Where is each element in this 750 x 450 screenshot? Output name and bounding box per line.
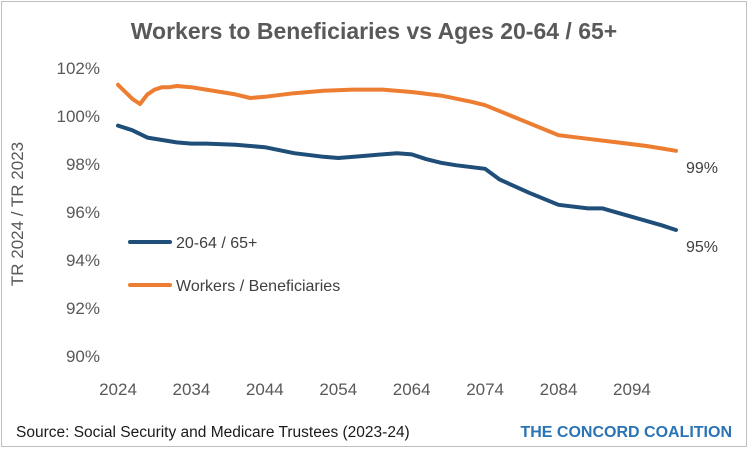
y-axis-label: TR 2024 / TR 2023 xyxy=(8,142,27,286)
end-labels: 95% 99% xyxy=(686,160,718,256)
y-tick-label: 90% xyxy=(66,347,100,366)
x-tick-label: 2074 xyxy=(466,380,504,399)
series-line-20-64 xyxy=(116,123,678,232)
end-label-20-64: 95% xyxy=(686,239,718,256)
y-tick-label: 102% xyxy=(57,59,100,78)
concord-coalition-logo: THE CONCORD COALITION xyxy=(520,424,732,441)
y-tick-label: 92% xyxy=(66,299,100,318)
y-axis-ticks: 90% 92% 94% 96% 98% 100% 102% xyxy=(57,59,100,366)
x-tick-label: 2024 xyxy=(99,380,137,399)
x-tick-label: 2044 xyxy=(246,380,284,399)
x-tick-label: 2094 xyxy=(613,380,651,399)
y-tick-label: 98% xyxy=(66,155,100,174)
legend: 20-64 / 65+ Workers / Beneficiaries xyxy=(128,235,340,295)
x-tick-label: 2084 xyxy=(540,380,578,399)
y-tick-label: 96% xyxy=(66,203,100,222)
legend-label-workers: Workers / Beneficiaries xyxy=(176,278,340,295)
x-tick-label: 2054 xyxy=(319,380,357,399)
y-tick-label: 100% xyxy=(57,107,100,126)
x-tick-label: 2034 xyxy=(173,380,211,399)
source-note: Source: Social Security and Medicare Tru… xyxy=(16,424,410,441)
series-lines xyxy=(116,82,678,232)
legend-label-20-64: 20-64 / 65+ xyxy=(176,235,257,252)
chart-title: Workers to Beneficiaries vs Ages 20-64 /… xyxy=(131,18,617,44)
y-tick-label: 94% xyxy=(66,251,100,270)
x-tick-label: 2064 xyxy=(393,380,431,399)
x-axis-ticks: 2024 2034 2044 2054 2064 2074 2084 2094 xyxy=(99,380,651,399)
series-line-workers xyxy=(116,82,678,153)
end-label-workers: 99% xyxy=(686,160,718,177)
